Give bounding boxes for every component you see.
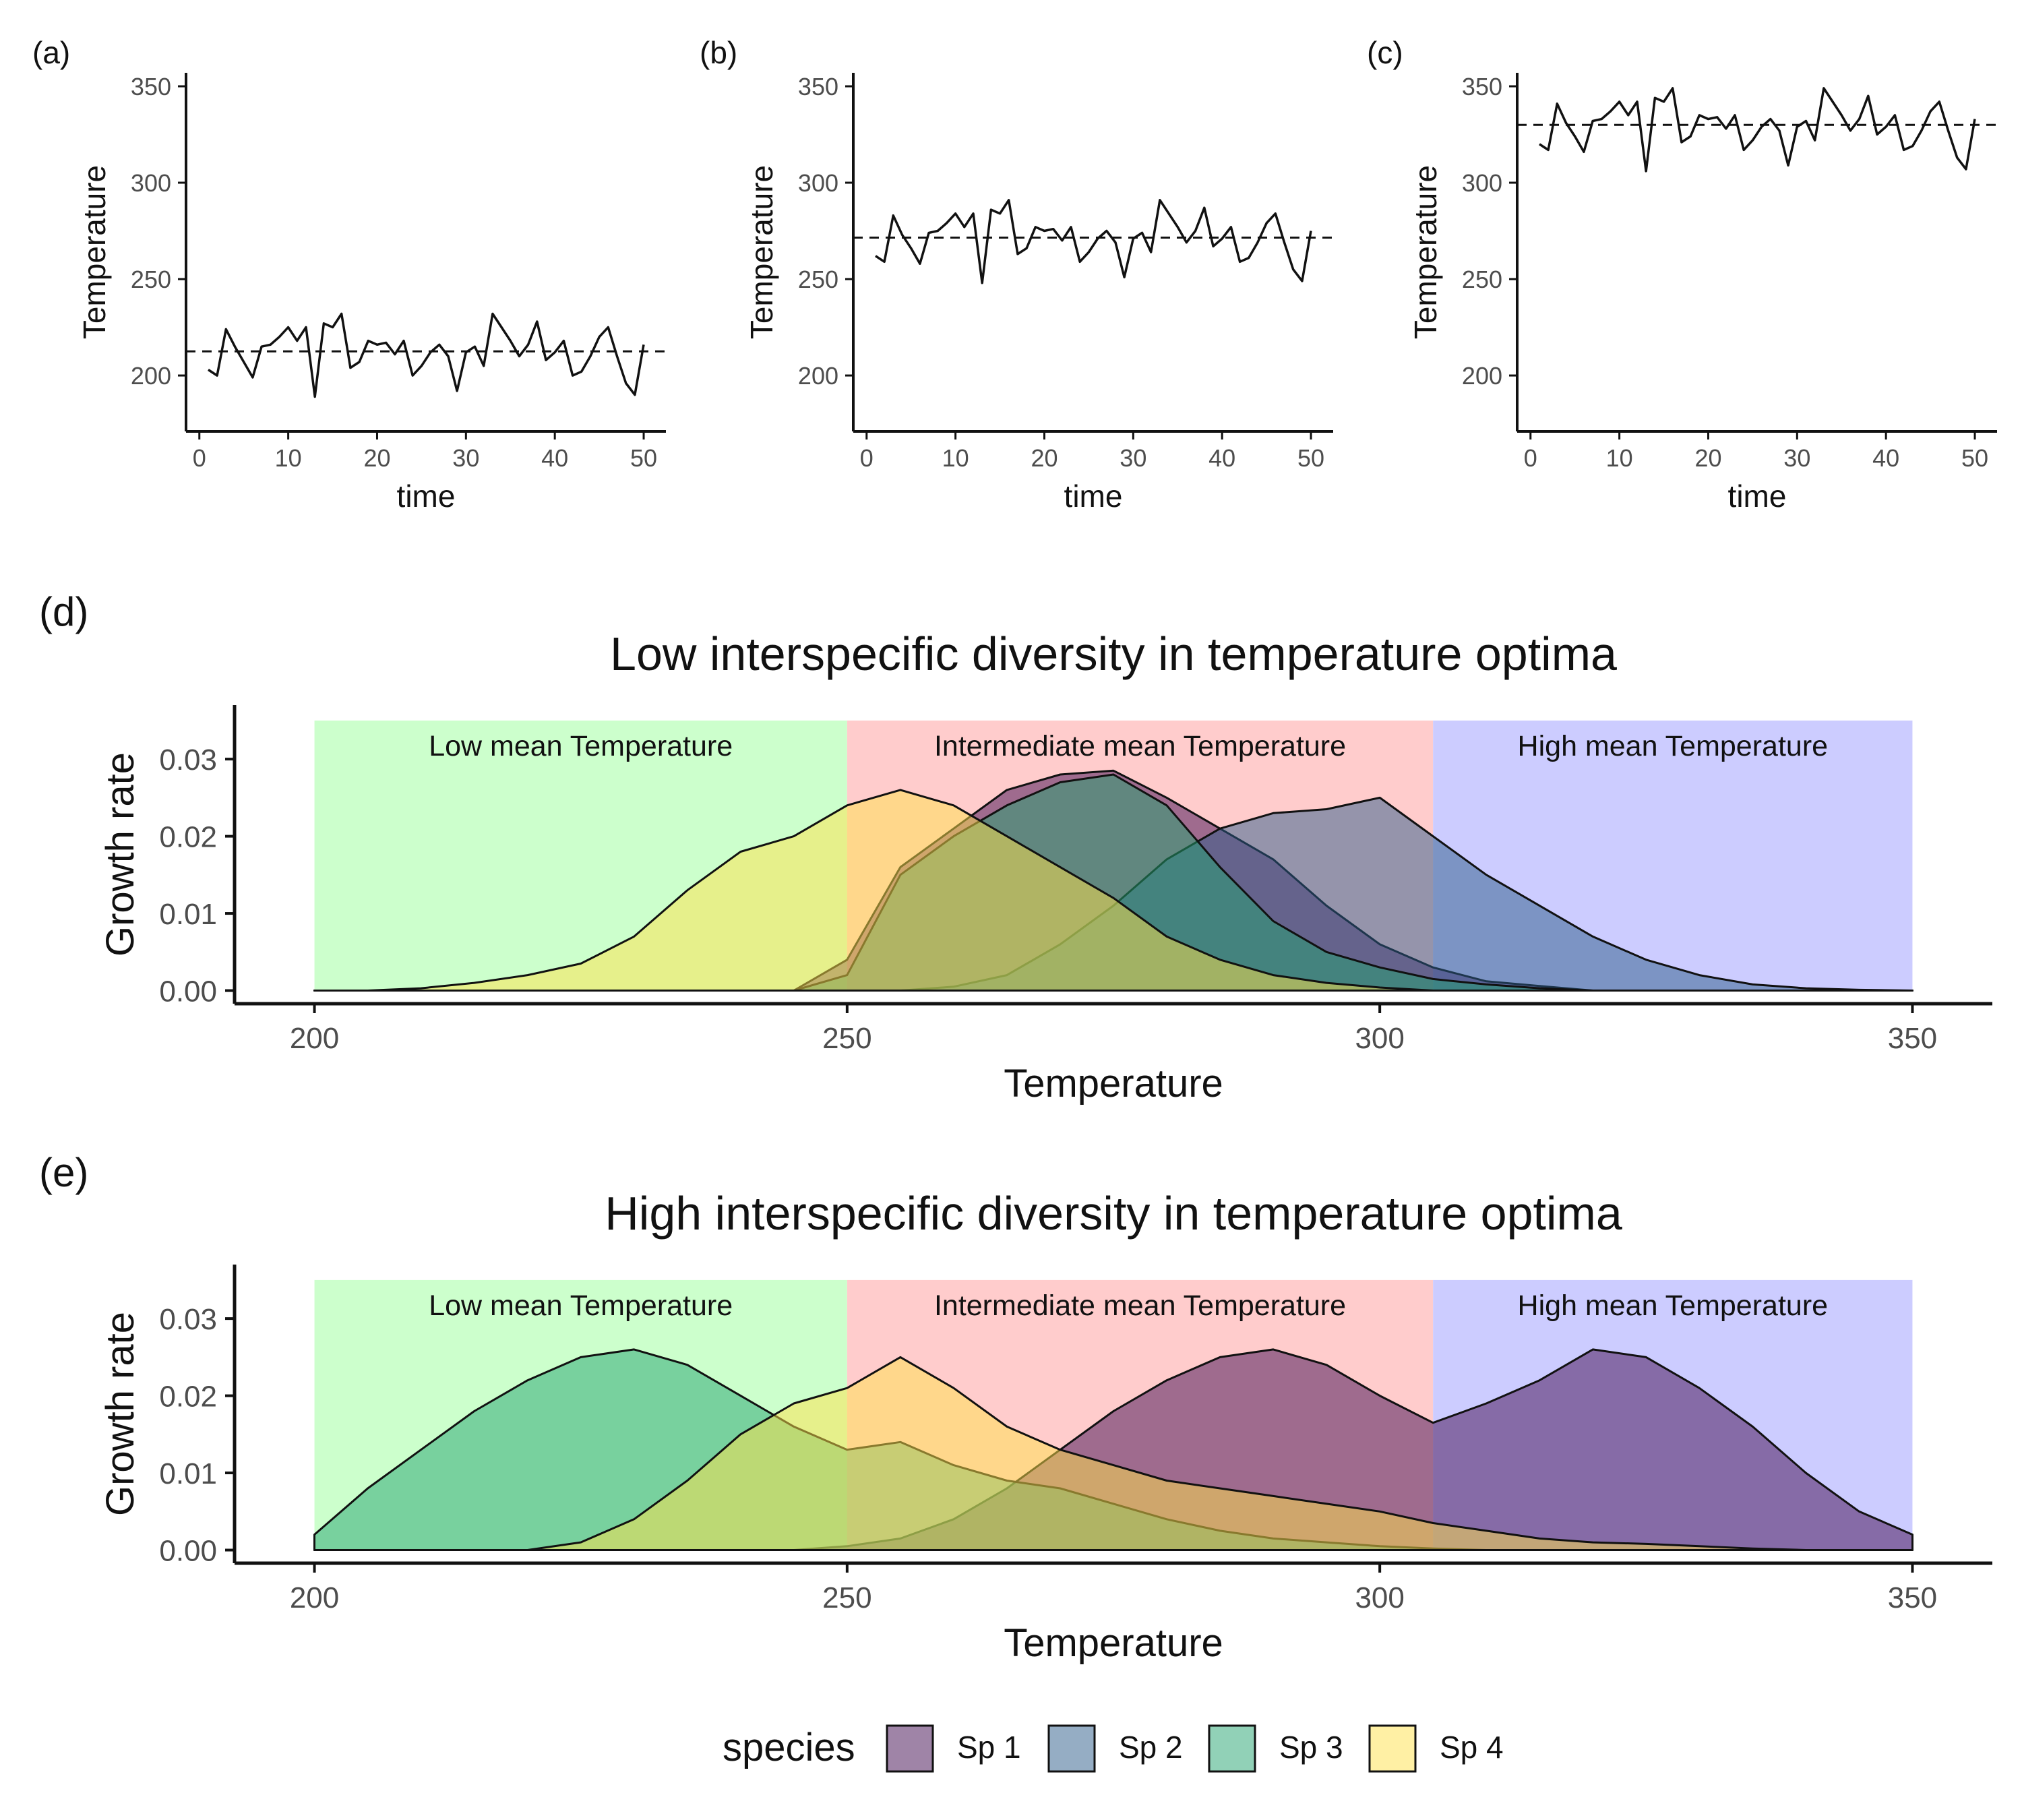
panel-b-chart: 200 250 300 350 0 10 20 30 40 50 time Temperature: [744, 73, 1333, 514]
x-tick-label: 40: [1208, 444, 1235, 472]
y-axis-title: Temperature: [1408, 165, 1443, 339]
x-tick-label: 30: [452, 444, 479, 472]
x-tick-label: 20: [1031, 444, 1058, 472]
y-tick-label: 350: [1462, 73, 1502, 100]
region-label: High mean Temperature: [1518, 1290, 1829, 1322]
density-area-sp4: [313, 1356, 1913, 1551]
x-tick-label: 40: [1872, 444, 1899, 472]
region-label: Low mean Temperature: [429, 1290, 733, 1322]
series-line-a: [208, 312, 645, 398]
legend-swatch-sp3: [1208, 1724, 1256, 1773]
y-tick-label: 350: [798, 73, 838, 100]
x-tick-label: 30: [1120, 444, 1146, 472]
x-tick-label: 350: [1888, 1022, 1937, 1055]
x-tick-label: 50: [630, 444, 657, 472]
y-tick-label: 0.03: [159, 744, 217, 777]
x-tick-label: 300: [1355, 1022, 1404, 1055]
panel-label-c: (c): [1367, 35, 1403, 70]
legend-swatch-sp1: [886, 1724, 934, 1773]
panel-label-d: (d): [39, 589, 88, 634]
region-label: Intermediate mean Temperature: [934, 730, 1346, 762]
x-tick-label: 10: [1606, 444, 1633, 472]
y-axis-title: Temperature: [77, 165, 112, 339]
series-line-b: [875, 199, 1312, 284]
x-axis-title: Temperature: [1004, 1621, 1223, 1665]
x-tick-label: 40: [541, 444, 568, 472]
x-axis-title: Temperature: [1004, 1062, 1223, 1105]
chart-title-e: High interspecific diversity in temperat…: [605, 1187, 1622, 1240]
y-axis-title: Temperature: [744, 165, 779, 339]
y-tick-label: 0.02: [159, 1381, 217, 1414]
x-tick-label: 0: [193, 444, 206, 472]
y-tick-label: 350: [131, 73, 171, 100]
x-tick-label: 10: [942, 444, 969, 472]
panel-label-e: (e): [39, 1150, 88, 1195]
region-label: High mean Temperature: [1518, 730, 1829, 762]
density-area-sp4: [313, 789, 1913, 992]
x-tick-label: 10: [275, 444, 302, 472]
legend-title: species: [723, 1726, 855, 1769]
legend-swatch-sp4: [1368, 1724, 1417, 1773]
legend-label-sp2: Sp 2: [1119, 1730, 1183, 1765]
y-tick-label: 250: [131, 266, 171, 293]
y-tick-label: 0.01: [159, 1457, 217, 1490]
panel-a-chart: 200 250 300 350 0 10 20 30 40 50 time Temperature: [77, 73, 666, 514]
series-line-c: [1539, 87, 1976, 173]
x-tick-label: 250: [822, 1581, 871, 1614]
x-tick-label: 50: [1297, 444, 1324, 472]
x-tick-label: 0: [1524, 444, 1537, 472]
x-axis-title: time: [1064, 479, 1123, 514]
chart-title-d: Low interspecific diversity in temperatu…: [610, 628, 1617, 680]
y-tick-label: 250: [798, 266, 838, 293]
x-tick-label: 300: [1355, 1581, 1404, 1614]
y-tick-label: 200: [1462, 362, 1502, 390]
region-label: Intermediate mean Temperature: [934, 1290, 1346, 1322]
x-tick-label: 20: [363, 444, 390, 472]
x-tick-label: 350: [1888, 1581, 1937, 1614]
y-tick-label: 300: [798, 169, 838, 197]
x-tick-label: 50: [1961, 444, 1988, 472]
y-tick-label: 0.00: [159, 975, 217, 1008]
legend-label-sp3: Sp 3: [1279, 1730, 1343, 1765]
y-axis-title: Growth rate: [98, 752, 142, 957]
y-tick-label: 200: [131, 362, 171, 390]
y-axis-title: Growth rate: [98, 1312, 142, 1516]
y-tick-label: 250: [1462, 266, 1502, 293]
region-label: Low mean Temperature: [429, 730, 733, 762]
x-tick-label: 30: [1783, 444, 1810, 472]
legend-label-sp1: Sp 1: [957, 1730, 1021, 1765]
x-tick-label: 20: [1694, 444, 1721, 472]
y-tick-label: 0.02: [159, 821, 217, 854]
y-tick-label: 300: [131, 169, 171, 197]
x-axis-title: time: [397, 479, 456, 514]
y-tick-label: 0.03: [159, 1303, 217, 1336]
panel-c-chart: 200 250 300 350 0 10 20 30 40 50 time Temperature: [1408, 73, 1997, 514]
y-tick-label: 200: [798, 362, 838, 390]
legend-swatch-sp2: [1047, 1724, 1096, 1773]
x-tick-label: 250: [822, 1022, 871, 1055]
x-tick-label: 0: [860, 444, 874, 472]
x-tick-label: 200: [290, 1581, 339, 1614]
panel-e-chart: High interspecific diversity in temperat…: [98, 1187, 1992, 1665]
panel-label-b: (b): [700, 35, 737, 70]
y-tick-label: 0.00: [159, 1535, 217, 1568]
x-tick-label: 200: [290, 1022, 339, 1055]
legend-label-sp4: Sp 4: [1440, 1730, 1504, 1765]
y-tick-label: 0.01: [159, 898, 217, 931]
x-axis-title: time: [1728, 479, 1787, 514]
panel-d-chart: Low interspecific diversity in temperatu…: [98, 628, 1992, 1105]
panel-label-a: (a): [32, 35, 70, 70]
legend: species Sp 1 Sp 2 Sp 3 Sp 4: [723, 1724, 1504, 1773]
y-tick-label: 300: [1462, 169, 1502, 197]
